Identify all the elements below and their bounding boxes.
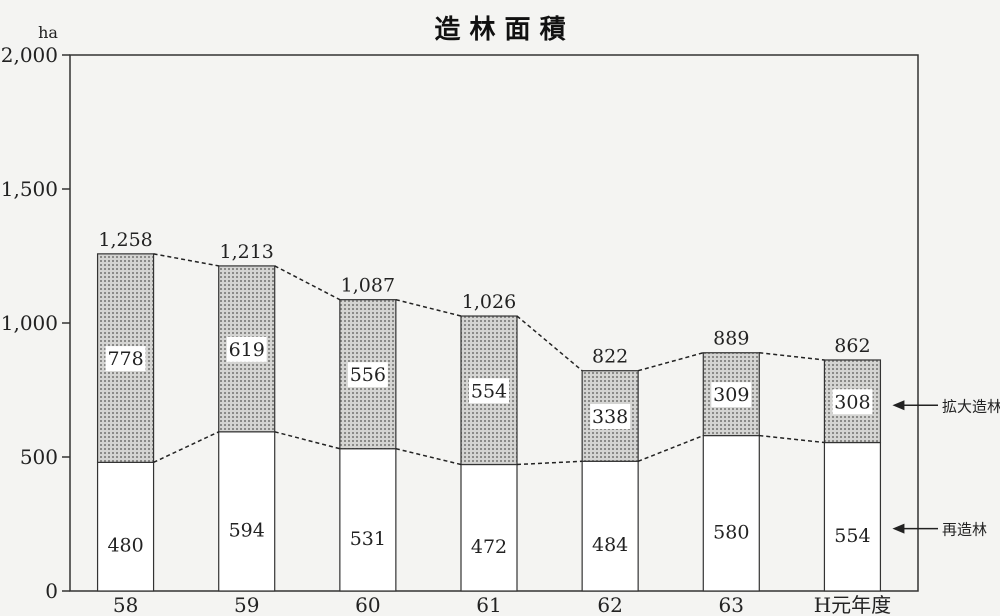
x-tick-label: 58 (113, 593, 138, 616)
bar-value-label-bg (226, 336, 267, 362)
bar-value-label-bg (711, 382, 752, 408)
y-tick-label: 0 (45, 579, 58, 603)
bar-value-label-bg (711, 519, 752, 545)
bar-segment-reforestation (460, 463, 518, 592)
bar-total-label: 889 (713, 328, 749, 350)
bar-segment-reforestation (823, 441, 882, 592)
lower-connector-line (759, 434, 825, 444)
lower-connector-line (637, 434, 704, 462)
bar-segment-reforestation (702, 434, 760, 592)
bar-value-label-reforestation: 531 (350, 528, 386, 550)
bar-segment-reforestation (581, 460, 639, 592)
bar-value-label-bg (590, 532, 631, 558)
bar-value-label-expansion: 778 (107, 348, 143, 370)
bar-value-label-reforestation: 554 (834, 525, 870, 547)
bar-segment-reforestation (339, 448, 397, 592)
bar-total-label: 862 (834, 335, 870, 357)
y-unit-label: ha (38, 23, 58, 42)
total-connector-line (759, 352, 825, 361)
y-tick-label: 1,000 (1, 311, 58, 335)
bar-total-label: 1,213 (220, 241, 274, 263)
bar-value-label-reforestation: 594 (229, 519, 265, 541)
bar-value-label-expansion: 554 (471, 380, 507, 402)
legend-label: 拡大造林 (942, 397, 1000, 415)
bar-value-label-bg (469, 533, 509, 559)
x-tick-label: 62 (597, 593, 622, 616)
lower-connector-line (153, 431, 220, 464)
legend-arrow-head (892, 523, 905, 534)
bar-value-label-expansion: 338 (592, 406, 628, 428)
bar-total-label: 822 (592, 346, 628, 368)
bar-value-label-reforestation: 472 (471, 536, 507, 558)
bar-value-label-bg (347, 362, 388, 388)
bar-value-label-expansion: 309 (713, 384, 749, 406)
y-tick-label: 500 (20, 445, 58, 469)
bar-total-label: 1,026 (462, 291, 516, 313)
bar-segment-reforestation (218, 431, 276, 592)
bar-value-label-bg (226, 517, 267, 543)
total-connector-line (274, 265, 341, 301)
legend-expansion: 拡大造林 (892, 397, 1000, 415)
bar-value-label-bg (832, 389, 873, 415)
total-connector-line (637, 352, 704, 372)
bar-value-label-bg (832, 522, 873, 548)
bar-value-label-bg (105, 346, 146, 372)
y-tick-label: 2,000 (1, 43, 58, 67)
bar-value-label-reforestation: 480 (107, 535, 143, 557)
lower-connector-line (516, 460, 583, 466)
bar-value-label-bg (590, 403, 631, 429)
bar-value-label-bg (347, 525, 388, 551)
bar-total-label: 1,258 (98, 229, 152, 251)
chart-title: 造 林 面 積 (434, 15, 565, 45)
x-tick-label: 61 (476, 593, 501, 616)
y-tick-label: 1,500 (1, 177, 58, 201)
total-connector-line (516, 315, 583, 372)
x-tick-label: 60 (355, 593, 380, 616)
x-tick-label: 59 (234, 593, 259, 616)
bar-value-label-bg (105, 532, 146, 558)
legend-reforestation: 再造林 (892, 521, 987, 539)
bar-value-label-expansion: 308 (834, 391, 870, 413)
bar-value-label-bg (469, 378, 509, 404)
bar-value-label-expansion: 556 (350, 364, 386, 386)
x-tick-label: H元年度 (814, 593, 891, 616)
bar-value-label-expansion: 619 (229, 339, 265, 361)
bar-total-label: 1,087 (341, 275, 395, 297)
lower-connector-line (274, 431, 341, 450)
legend-arrow-head (892, 400, 905, 411)
legend-label: 再造林 (942, 521, 987, 539)
x-tick-label: 63 (719, 593, 744, 616)
bar-segment-reforestation (96, 461, 155, 592)
bar-value-label-reforestation: 580 (713, 521, 749, 543)
bar-value-label-reforestation: 484 (592, 534, 628, 556)
